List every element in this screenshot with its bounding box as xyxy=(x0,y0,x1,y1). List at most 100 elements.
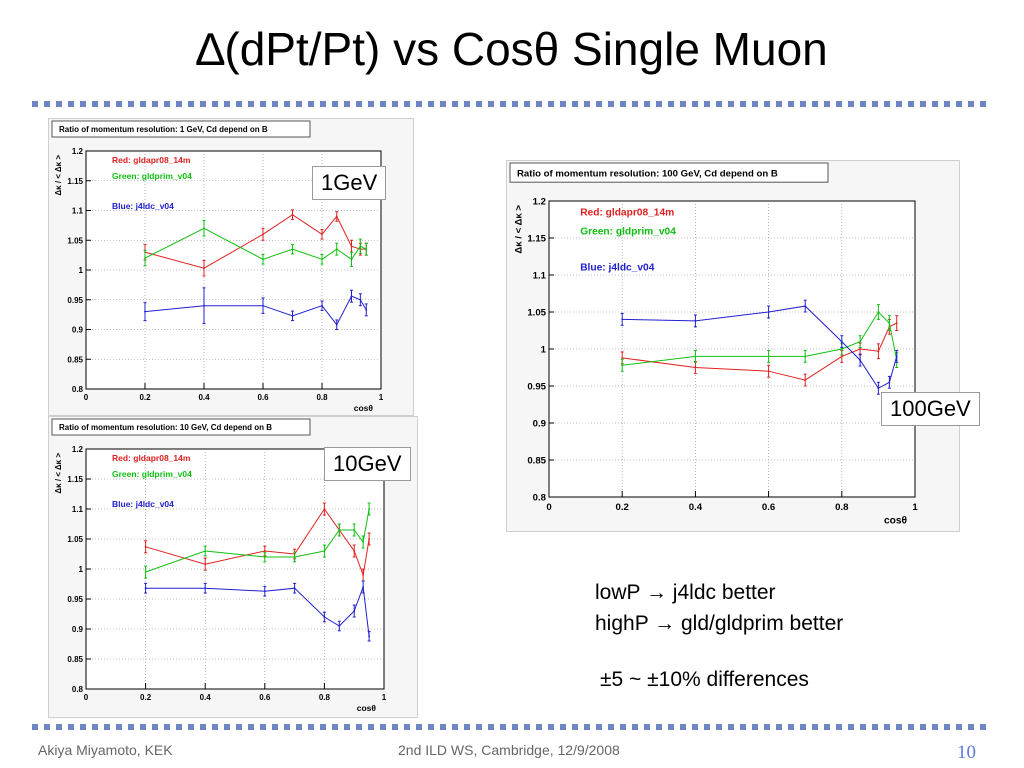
data-point xyxy=(263,556,266,558)
data-point xyxy=(262,304,264,307)
bottom-divider xyxy=(32,724,992,730)
y-tick-label: 1.2 xyxy=(72,147,84,156)
legend-entry: Blue: j4ldc_v04 xyxy=(580,263,655,274)
x-tick-label: 0.4 xyxy=(689,502,703,513)
data-point xyxy=(368,538,370,540)
data-point xyxy=(203,267,205,270)
chart-panel-100gev: Ratio of momentum resolution: 100 GeV, C… xyxy=(506,160,960,532)
data-point xyxy=(877,311,880,313)
top-divider xyxy=(32,101,992,107)
data-point xyxy=(888,381,891,384)
data-point xyxy=(621,364,624,367)
y-tick-label: 0.9 xyxy=(72,326,84,335)
data-point xyxy=(335,323,338,326)
data-point xyxy=(840,340,843,343)
legend-entry: Blue: j4ldc_v04 xyxy=(112,499,174,509)
x-tick-label: 0.2 xyxy=(139,393,151,402)
x-tick-label: 0 xyxy=(546,502,551,513)
page-number: 10 xyxy=(957,742,976,763)
chart-100gev: Ratio of momentum resolution: 100 GeV, C… xyxy=(509,162,918,526)
data-point xyxy=(859,348,861,350)
data-point xyxy=(804,305,807,307)
data-point xyxy=(323,508,326,510)
chart-1gev: Ratio of momentum resolution: 1 GeV, Cd … xyxy=(51,120,384,413)
data-point xyxy=(262,233,264,236)
y-tick-label: 1.15 xyxy=(527,234,546,245)
data-point xyxy=(204,550,207,552)
data-point xyxy=(859,359,861,361)
y-axis-label: Δκ / < Δκ > xyxy=(54,453,63,494)
data-point xyxy=(203,227,205,230)
y-tick-label: 1 xyxy=(79,565,84,574)
data-point xyxy=(359,298,362,301)
data-point xyxy=(840,355,843,358)
data-point xyxy=(144,545,147,548)
data-point xyxy=(204,563,207,566)
data-point xyxy=(291,248,294,251)
data-point xyxy=(362,541,365,543)
y-tick-label: 0.95 xyxy=(527,382,546,393)
x-axis-label: cosθ xyxy=(884,515,908,526)
data-point xyxy=(263,590,266,593)
y-tick-label: 1.15 xyxy=(67,475,83,484)
data-point xyxy=(335,248,338,251)
legend-entry: Red: gldapr08_14m xyxy=(112,155,191,165)
data-point xyxy=(321,258,323,261)
data-point xyxy=(767,311,770,313)
data-point xyxy=(338,529,341,531)
data-point xyxy=(804,355,807,358)
data-point xyxy=(293,587,296,590)
x-axis-label: cosθ xyxy=(357,703,377,713)
y-tick-label: 1 xyxy=(79,266,84,275)
data-point xyxy=(144,587,147,590)
data-point xyxy=(365,308,368,311)
data-point xyxy=(694,319,697,322)
data-point xyxy=(350,295,353,298)
x-tick-label: 0.4 xyxy=(198,393,210,402)
data-point xyxy=(323,550,326,552)
energy-tag-1gev: 1GeV xyxy=(312,166,387,200)
x-tick-label: 1 xyxy=(382,693,387,702)
data-point xyxy=(804,379,807,381)
y-tick-label: 1.05 xyxy=(67,236,83,245)
y-tick-label: 1.05 xyxy=(67,535,83,544)
data-point xyxy=(767,370,770,373)
y-tick-label: 0.9 xyxy=(533,419,546,430)
legend-entry: Red: gldapr08_14m xyxy=(112,453,191,463)
y-tick-label: 0.8 xyxy=(72,685,84,694)
y-tick-label: 1.2 xyxy=(72,445,84,454)
y-tick-label: 0.8 xyxy=(533,493,547,504)
data-point xyxy=(335,215,338,218)
y-tick-label: 1.1 xyxy=(72,505,84,514)
data-point xyxy=(263,550,266,552)
footer-event: 2nd ILD WS, Cambridge, 12/9/2008 xyxy=(398,742,620,758)
chart-title: Ratio of momentum resolution: 100 GeV, C… xyxy=(517,169,778,180)
data-point xyxy=(350,245,353,248)
data-point xyxy=(350,258,353,261)
y-tick-label: 0.9 xyxy=(72,625,84,634)
note-highp: highP → gld/gldprim better xyxy=(595,612,844,635)
x-tick-label: 0.4 xyxy=(200,693,212,702)
y-tick-label: 1.15 xyxy=(67,177,83,186)
differences-note: ±5 ~ ±10% differences xyxy=(600,668,809,691)
data-point xyxy=(291,314,294,317)
data-point xyxy=(694,355,697,358)
chart-title-box xyxy=(51,418,311,436)
y-axis-label: Δκ / < Δκ > xyxy=(513,205,524,254)
y-tick-label: 0.95 xyxy=(67,296,83,305)
data-point xyxy=(365,248,368,251)
y-tick-label: 0.85 xyxy=(527,456,546,467)
x-tick-label: 1 xyxy=(379,393,384,402)
data-point xyxy=(621,356,624,359)
data-point xyxy=(204,587,207,590)
data-point xyxy=(293,556,296,558)
x-tick-label: 0.8 xyxy=(319,693,331,702)
y-tick-label: 1.2 xyxy=(533,197,546,208)
x-tick-label: 0.8 xyxy=(835,502,849,513)
x-tick-label: 0.2 xyxy=(616,502,629,513)
chart-panel-1gev: Ratio of momentum resolution: 1 GeV, Cd … xyxy=(48,118,414,416)
data-point xyxy=(323,616,326,618)
y-tick-label: 1 xyxy=(541,345,547,356)
plot-area xyxy=(85,448,385,690)
x-tick-label: 0.8 xyxy=(316,393,328,402)
